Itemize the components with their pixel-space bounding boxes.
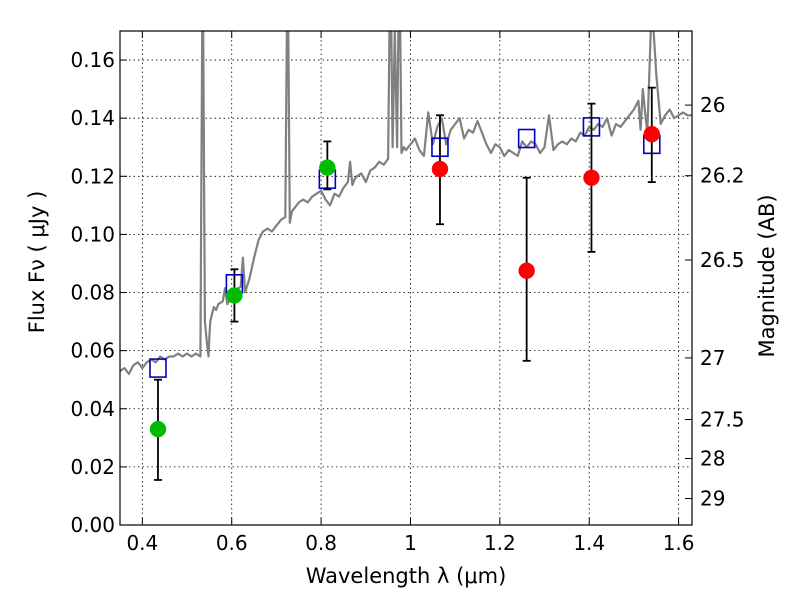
model-flux-square: [517, 128, 536, 149]
photometry-point: [319, 159, 336, 176]
model-flux-square: [149, 358, 167, 378]
x-tick-label: 0.4: [126, 531, 158, 555]
right-tick-label: 26.2: [700, 164, 745, 188]
right-axis-title: Magnitude (AB): [755, 194, 779, 357]
y-tick-label: 0.16: [70, 48, 115, 72]
axis-ticks: 0.4 0.6 0.8 1 1.2 1.4 1.6 0.00 0.02 0.04 0.06 0.08 0…: [70, 31, 745, 555]
photometry-point: [583, 169, 600, 186]
photometry-point: [518, 262, 535, 279]
photometry-point: [431, 160, 449, 178]
plot-background: [120, 31, 692, 525]
y-tick-label: 0.02: [70, 455, 115, 479]
x-tick-label: 0.8: [305, 531, 337, 555]
y-tick-label: 0.12: [70, 164, 115, 188]
right-tick-label: 26: [700, 93, 725, 117]
photometry-point: [149, 420, 167, 438]
y-tick-label: 0.00: [70, 513, 115, 537]
x-tick-label: 1: [404, 531, 417, 555]
x-tick-label: 1.6: [663, 531, 695, 555]
photometry-point: [226, 287, 243, 304]
y-tick-label: 0.10: [70, 222, 115, 246]
right-tick-label: 26.5: [700, 248, 745, 272]
right-tick-label: 27.5: [700, 408, 745, 432]
right-tick-label: 28: [700, 446, 725, 470]
plot-frame: [119, 30, 693, 526]
right-tick-label: 27: [700, 346, 725, 370]
x-tick-label: 1.4: [573, 531, 605, 555]
data-markers: [149, 86, 661, 481]
photometry-point: [643, 125, 661, 143]
right-tick-label: 29: [700, 487, 725, 511]
x-tick-label: 0.6: [216, 531, 248, 555]
x-tick-label: 1.2: [484, 531, 516, 555]
y-tick-label: 0.06: [70, 339, 115, 363]
y-tick-label: 0.14: [70, 106, 115, 130]
y-tick-label: 0.08: [70, 281, 115, 305]
y-tick-label: 0.04: [70, 397, 115, 421]
x-axis-title: Wavelength λ (μm): [306, 564, 507, 588]
y-axis-title: Flux Fν ( μJy ): [25, 191, 49, 334]
